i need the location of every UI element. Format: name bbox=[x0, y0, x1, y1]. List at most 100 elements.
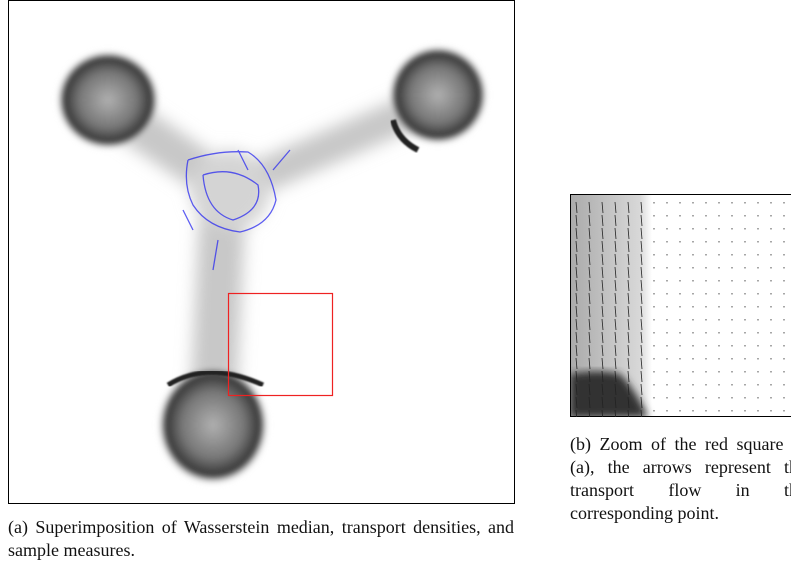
arrow bbox=[575, 279, 578, 292]
arrow bbox=[614, 253, 617, 266]
arrow bbox=[640, 227, 643, 240]
arrow bbox=[627, 357, 630, 370]
median bbox=[182, 149, 291, 271]
arrow bbox=[575, 266, 578, 279]
arrow bbox=[601, 357, 604, 370]
arrow bbox=[601, 344, 604, 357]
arrow bbox=[627, 318, 630, 331]
arrow bbox=[614, 227, 617, 240]
frame bbox=[570, 194, 791, 417]
arrow bbox=[588, 409, 591, 417]
arrow bbox=[640, 318, 643, 331]
arrow bbox=[627, 227, 630, 240]
arrow bbox=[588, 240, 591, 253]
arrow bbox=[640, 292, 643, 305]
arrow bbox=[575, 201, 578, 214]
arrow bbox=[575, 305, 578, 318]
zoom-square bbox=[227, 292, 334, 397]
arrow bbox=[627, 383, 630, 396]
arrow bbox=[627, 370, 630, 383]
arrow bbox=[588, 383, 591, 396]
arrow bbox=[640, 253, 643, 266]
arrow bbox=[575, 292, 578, 305]
caption-b: (b) Zoom of the red square in (a), the a… bbox=[570, 434, 791, 523]
arrow bbox=[575, 383, 578, 396]
panel-b bbox=[570, 194, 791, 417]
arrow bbox=[588, 396, 591, 409]
arrow bbox=[614, 292, 617, 305]
arrow bbox=[614, 396, 617, 409]
arrow bbox=[627, 253, 630, 266]
arrow bbox=[640, 240, 643, 253]
arrow bbox=[640, 279, 643, 292]
arrow bbox=[614, 279, 617, 292]
arrow bbox=[601, 253, 604, 266]
arrow bbox=[601, 396, 604, 409]
arrow bbox=[575, 409, 578, 417]
arrow bbox=[588, 214, 591, 227]
arrow bbox=[601, 266, 604, 279]
arrow bbox=[627, 240, 630, 253]
arrow bbox=[614, 318, 617, 331]
arrow bbox=[614, 331, 617, 344]
flow-arrows bbox=[575, 201, 785, 417]
arrow bbox=[614, 344, 617, 357]
arrow bbox=[588, 318, 591, 331]
arrow bbox=[601, 214, 604, 227]
arrow bbox=[575, 331, 578, 344]
arrow bbox=[601, 240, 604, 253]
arrow bbox=[575, 357, 578, 370]
arrow bbox=[575, 344, 578, 357]
arrow bbox=[601, 305, 604, 318]
panel-a bbox=[8, 0, 515, 504]
arrow bbox=[640, 383, 643, 396]
arrow bbox=[627, 266, 630, 279]
arrow bbox=[627, 331, 630, 344]
arrow bbox=[601, 383, 604, 396]
arrow bbox=[575, 318, 578, 331]
arrow bbox=[588, 305, 591, 318]
arrow bbox=[640, 396, 643, 409]
arrow bbox=[588, 331, 591, 344]
caption-a: (a) Superimposition of Wasserstein media… bbox=[8, 517, 514, 560]
arrow bbox=[627, 305, 630, 318]
arrow bbox=[601, 370, 604, 383]
arrow bbox=[575, 240, 578, 253]
arrow bbox=[588, 227, 591, 240]
arrow bbox=[575, 396, 578, 409]
arrow bbox=[614, 383, 617, 396]
arrow bbox=[627, 279, 630, 292]
arrow bbox=[627, 292, 630, 305]
arrow bbox=[588, 344, 591, 357]
arrow bbox=[640, 201, 643, 214]
arrow bbox=[614, 240, 617, 253]
arrow bbox=[601, 201, 604, 214]
arrow bbox=[614, 201, 617, 214]
arrow bbox=[627, 201, 630, 214]
arrow bbox=[588, 370, 591, 383]
arrow bbox=[640, 357, 643, 370]
arrow bbox=[588, 292, 591, 305]
arrow bbox=[575, 227, 578, 240]
arrow bbox=[601, 318, 604, 331]
arrow bbox=[614, 305, 617, 318]
arrow bbox=[588, 266, 591, 279]
arrow bbox=[640, 331, 643, 344]
arrow bbox=[575, 370, 578, 383]
arrow bbox=[588, 253, 591, 266]
arrow bbox=[601, 331, 604, 344]
arrow bbox=[627, 396, 630, 409]
arrow bbox=[640, 409, 643, 417]
arrow bbox=[601, 279, 604, 292]
arrow bbox=[575, 253, 578, 266]
arrow bbox=[614, 266, 617, 279]
arrow bbox=[640, 305, 643, 318]
arrow bbox=[614, 357, 617, 370]
arrow bbox=[640, 214, 643, 227]
arrow bbox=[627, 409, 630, 417]
arrow bbox=[627, 214, 630, 227]
arrow bbox=[588, 201, 591, 214]
arrow bbox=[601, 227, 604, 240]
arrow bbox=[640, 370, 643, 383]
